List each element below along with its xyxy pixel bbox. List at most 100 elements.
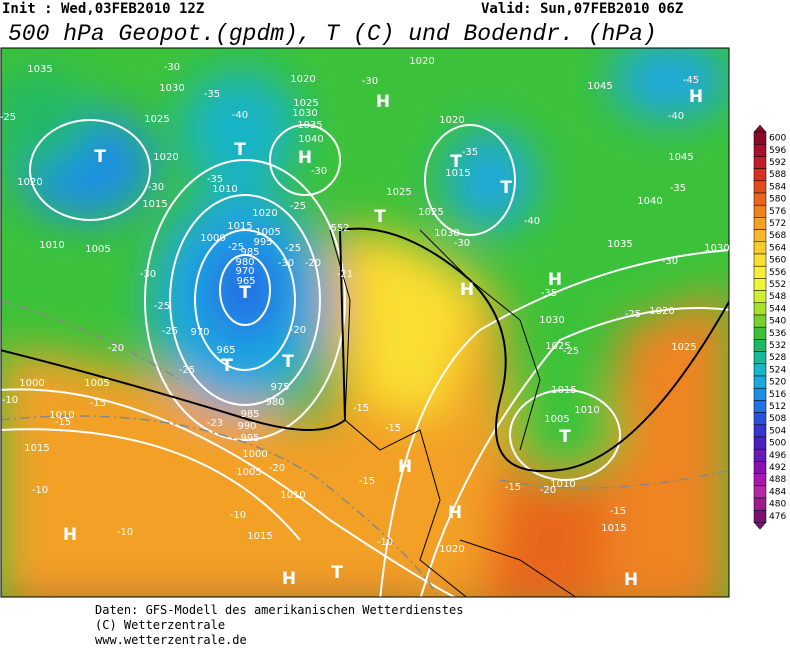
contour-label: -30 [454, 238, 470, 249]
colorbar-label: 504 [769, 426, 786, 436]
colorbar-label: 488 [769, 475, 786, 485]
colorbar-swatch [753, 473, 767, 487]
colorbar-swatch [753, 387, 767, 401]
contour-label: 1040 [298, 134, 323, 145]
contour-label: -20 [108, 343, 124, 354]
colorbar-label: 568 [769, 231, 786, 241]
contour-label: -15 [55, 417, 71, 428]
colorbar-label: 524 [769, 365, 786, 375]
contour-label: 985 [240, 409, 259, 420]
colorbar-label: 588 [769, 170, 786, 180]
contour-label: 1015 [551, 385, 576, 396]
contour-label: -25 [154, 301, 170, 312]
contour-label: 995 [253, 237, 272, 248]
colorbar-swatch [753, 400, 767, 413]
colorbar-swatch [753, 143, 767, 157]
contour-label: 1020 [153, 152, 178, 163]
contour-label: -30 [311, 166, 327, 177]
contour-label: 1000 [19, 378, 44, 389]
contour-label: -25 [228, 242, 244, 253]
contour-label: -30 [140, 269, 156, 280]
contour-label: -35 [541, 288, 557, 299]
map-title: 500 hPa Geopot.(gpdm), T (C) und Bodendr… [8, 21, 657, 47]
contour-label: 1015 [247, 531, 272, 542]
colorbar-label: 572 [769, 219, 786, 229]
colorbar-label: 580 [769, 195, 786, 205]
colorbar-label: 516 [769, 390, 786, 400]
colorbar-swatch [753, 436, 767, 450]
contour-label: 1025 [671, 342, 696, 353]
contour-label: -10 [32, 485, 48, 496]
colorbar-swatch [753, 485, 767, 499]
contour-label: 1015 [445, 168, 470, 179]
contour-label: 1015 [227, 221, 252, 232]
contour-label: -20 [540, 485, 556, 496]
contour-label: 995 [240, 433, 259, 444]
init-time: Init : Wed,03FEB2010 12Z [2, 1, 204, 17]
colorbar-swatch [753, 180, 767, 194]
pressure-center-label: T [221, 356, 233, 376]
contour-label: -10 [377, 537, 393, 548]
colorbar-swatch [753, 241, 767, 255]
pressure-center-label: T [282, 352, 294, 372]
contour-label: -30 [148, 182, 164, 193]
contour-label: 1005 [255, 227, 280, 238]
contour-label: 970 [235, 266, 254, 277]
contour-label: 1045 [668, 152, 693, 163]
contour-label: 1020 [252, 208, 277, 219]
pressure-center-label: T [234, 140, 246, 160]
pressure-center-label: H [448, 503, 462, 523]
contour-label: -35 [462, 147, 478, 158]
contour-label: 1040 [637, 196, 662, 207]
contour-label: 1010 [574, 405, 599, 416]
colorbar-label: 548 [769, 292, 786, 302]
colorbar-label: 480 [769, 500, 786, 510]
contour-label: 1035 [297, 120, 322, 131]
contour-label: -35 [207, 174, 223, 185]
colorbar-swatch [753, 278, 767, 291]
pressure-center-label: T [500, 178, 512, 198]
contour-label: 1025 [293, 98, 318, 109]
map-field [1, 48, 729, 597]
contour-label: 1035 [27, 64, 52, 75]
contour-label: -21 [337, 269, 353, 280]
contour-label: 1010 [550, 479, 575, 490]
contour-label: 1030 [292, 108, 317, 119]
contour-label: 1030 [434, 228, 459, 239]
colorbar-swatch [753, 363, 767, 377]
colorbar-label: 576 [769, 207, 786, 217]
contour-label: 1020 [409, 56, 434, 67]
contour-label: 1045 [587, 81, 612, 92]
contour-label: -25 [625, 309, 641, 320]
colorbar-label: 536 [769, 329, 786, 339]
colorbar-swatch [753, 204, 767, 218]
contour-label: -20 [290, 325, 306, 336]
colorbar-label: 528 [769, 353, 786, 363]
contour-label: 1010 [49, 410, 74, 421]
pressure-center-label: H [548, 270, 562, 290]
pressure-center-label: H [460, 280, 474, 300]
contour-label: 1025 [386, 187, 411, 198]
contour-label: -15 [505, 482, 521, 493]
contour-label: -10 [2, 395, 18, 406]
pressure-center-label: T [450, 152, 462, 172]
contour-label: 1005 [84, 378, 109, 389]
contour-label: -15 [610, 506, 626, 517]
pressure-center-label: T [331, 563, 343, 583]
colorbar-label: 540 [769, 317, 786, 327]
contour-label: 975 [270, 382, 289, 393]
contour-label: 1005 [85, 244, 110, 255]
contour-label: 1025 [545, 341, 570, 352]
contour-label: 1020 [290, 74, 315, 85]
colorbar-swatch [753, 192, 767, 206]
colorbar-label: 484 [769, 487, 786, 497]
contour-label: -15 [90, 398, 106, 409]
colorbar-swatch [753, 461, 767, 474]
pressure-center-label: H [282, 569, 296, 589]
pressure-center-label: H [689, 87, 703, 107]
contour-label: -35 [670, 183, 686, 194]
contour-label: -30 [362, 76, 378, 87]
pressure-center-label: H [298, 148, 312, 168]
footer-line: www.wetterzentrale.de [95, 633, 247, 647]
